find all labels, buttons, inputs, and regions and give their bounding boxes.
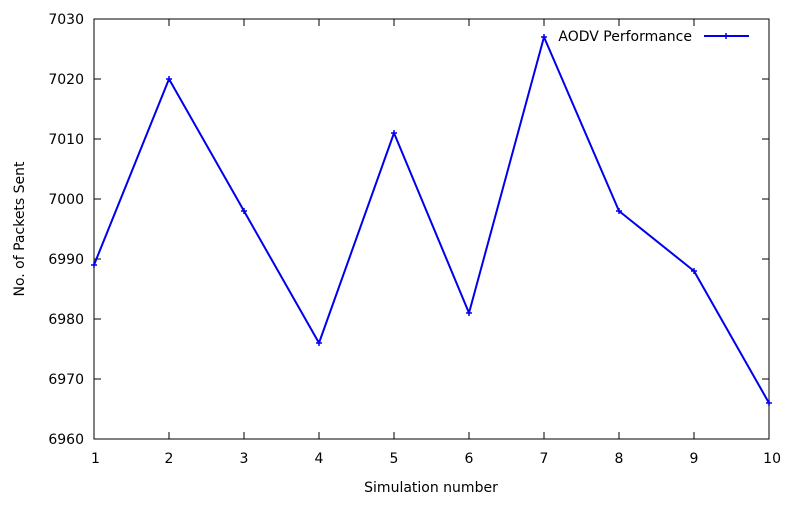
x-tick-label: 9 xyxy=(690,451,699,467)
y-tick-label: 6980 xyxy=(48,312,84,328)
x-tick-label: 3 xyxy=(240,451,249,467)
x-axis-ticks: 1 2 3 4 5 6 7 8 9 10 xyxy=(91,19,781,467)
x-tick-label: 2 xyxy=(165,451,174,467)
y-tick-label: 7020 xyxy=(48,72,84,88)
y-tick-label: 7010 xyxy=(48,132,84,148)
data-point-marker xyxy=(723,33,729,39)
series-layer xyxy=(91,34,772,406)
data-point-marker xyxy=(616,208,622,214)
data-point-marker xyxy=(391,130,397,136)
data-point-marker xyxy=(241,208,247,214)
x-tick-label: 1 xyxy=(91,451,100,467)
data-point-marker xyxy=(316,340,322,346)
legend: AODV Performance xyxy=(558,29,749,45)
y-axis-ticks: 6960 6970 6980 6990 7000 7010 7020 7030 xyxy=(48,12,769,448)
legend-label: AODV Performance xyxy=(558,29,692,45)
x-tick-label: 5 xyxy=(390,451,399,467)
y-tick-label: 7000 xyxy=(48,192,84,208)
data-point-marker xyxy=(541,34,547,40)
x-axis-title: Simulation number xyxy=(364,480,498,496)
x-tick-label: 4 xyxy=(315,451,324,467)
data-point-marker xyxy=(466,310,472,316)
legend-marker xyxy=(723,33,729,39)
y-tick-label: 6960 xyxy=(48,432,84,448)
plot-frame xyxy=(93,18,770,440)
y-axis-title: No. of Packets Sent xyxy=(12,161,28,297)
y-tick-label: 6970 xyxy=(48,372,84,388)
y-tick-label: 6990 xyxy=(48,252,84,268)
data-point-marker xyxy=(766,400,772,406)
x-tick-label: 10 xyxy=(763,451,781,467)
x-tick-label: 8 xyxy=(615,451,624,467)
y-tick-label: 7030 xyxy=(48,12,84,28)
data-point-marker xyxy=(691,268,697,274)
series-line xyxy=(93,36,770,404)
x-tick-label: 7 xyxy=(540,451,549,467)
x-tick-label: 6 xyxy=(465,451,474,467)
data-point-marker xyxy=(91,262,97,268)
data-point-marker xyxy=(166,76,172,82)
